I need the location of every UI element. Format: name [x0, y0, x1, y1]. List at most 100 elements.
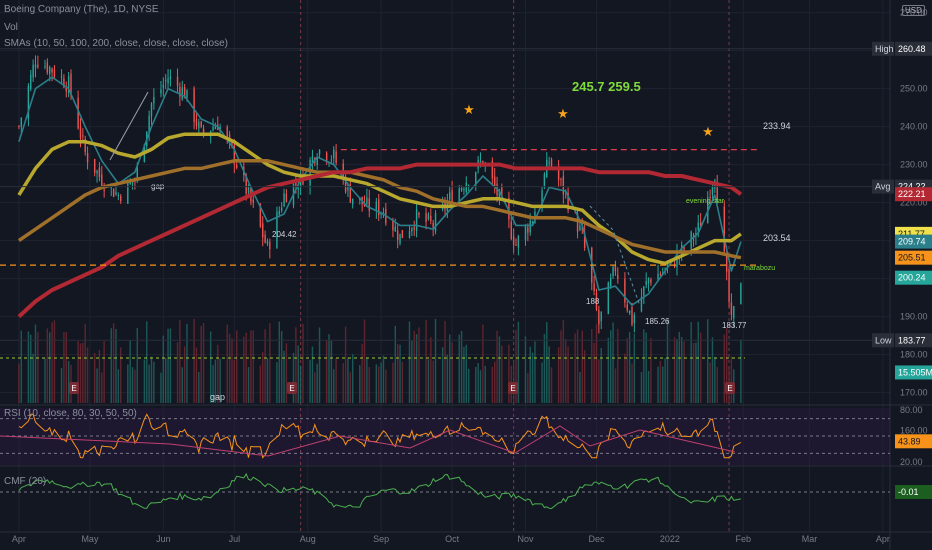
- volume-bar: [93, 352, 96, 403]
- volume-bar: [233, 359, 236, 403]
- volume-bar: [612, 322, 614, 403]
- volume-bar: [716, 366, 718, 403]
- candle-body: [198, 121, 200, 129]
- volume-bar: [662, 366, 664, 403]
- sma-legend[interactable]: SMAs (10, 50, 100, 200, close, close, cl…: [4, 38, 228, 49]
- candle-body: [259, 203, 262, 227]
- candle-body: [598, 310, 600, 325]
- candle-body: [562, 176, 565, 195]
- volume-bar: [565, 339, 567, 403]
- price-tag-label-bg: [872, 179, 894, 194]
- volume-bar: [212, 365, 214, 403]
- rsi-tag-bg: [895, 434, 932, 449]
- candle-body: [697, 222, 699, 230]
- candle-body: [427, 214, 430, 220]
- volume-bar: [160, 372, 162, 403]
- volume-legend[interactable]: Vol: [4, 22, 18, 33]
- price-tag-bg: [895, 365, 932, 380]
- volume-bar: [231, 338, 233, 403]
- volume-bar: [245, 332, 247, 403]
- volume-bar: [328, 334, 330, 403]
- currency-badge[interactable]: USD: [902, 5, 925, 16]
- candle-body: [285, 193, 288, 203]
- volume-bar: [169, 328, 172, 403]
- volume-bar: [167, 328, 169, 403]
- candle-body: [233, 144, 236, 164]
- candle-body: [295, 182, 297, 186]
- candle-body: [181, 87, 183, 100]
- volume-bar: [643, 329, 645, 403]
- volume-bar: [63, 332, 65, 403]
- cmf-legend[interactable]: CMF (20): [4, 476, 47, 487]
- volume-bar: [399, 344, 401, 403]
- volume-bar: [214, 359, 217, 403]
- volume-bar: [527, 372, 529, 403]
- time-axis-label: Apr: [876, 534, 890, 544]
- candle-body: [366, 197, 368, 204]
- price-tag-bg: [895, 333, 932, 348]
- volume-bar: [330, 340, 333, 403]
- volume-bar: [368, 367, 370, 403]
- candle-body: [612, 266, 614, 276]
- volume-bar: [195, 347, 198, 403]
- volume-bar: [508, 344, 510, 403]
- volume-bar: [347, 357, 349, 403]
- candle-body: [432, 222, 434, 228]
- volume-bar: [53, 320, 56, 403]
- star-icon: ★: [557, 106, 569, 121]
- volume-bar: [392, 362, 394, 403]
- volume-bar: [299, 365, 302, 403]
- volume-bar: [217, 344, 219, 403]
- candle-body: [79, 126, 82, 139]
- volume-bar: [311, 346, 314, 403]
- volume-bar: [200, 325, 202, 403]
- candle-body: [508, 197, 510, 220]
- volume-bar: [385, 369, 387, 403]
- candle-body: [645, 281, 647, 285]
- candle-body: [333, 149, 335, 159]
- candle-body: [101, 174, 103, 187]
- candle-body: [98, 167, 101, 177]
- earnings-marker: [508, 382, 518, 394]
- candle-body: [527, 227, 529, 233]
- candle-body: [517, 236, 520, 248]
- volume-bar: [60, 367, 63, 403]
- candle-body: [425, 213, 427, 223]
- candle-body: [493, 176, 496, 187]
- candle-body: [560, 178, 562, 180]
- volume-bar: [129, 340, 131, 403]
- volume-bar: [714, 358, 716, 403]
- candle-body: [202, 128, 205, 133]
- volume-bar: [378, 366, 380, 403]
- candle-body: [176, 76, 179, 86]
- rsi-legend[interactable]: RSI (10, close, 80, 30, 50, 50): [4, 408, 137, 419]
- candle-body: [183, 86, 186, 99]
- candle-body: [725, 252, 728, 272]
- volume-bar: [645, 332, 647, 403]
- candle-body: [44, 66, 46, 68]
- symbol-legend[interactable]: Boeing Company (The), 1D, NYSE: [4, 4, 159, 15]
- candle-body: [127, 180, 129, 204]
- volume-bar: [342, 363, 344, 403]
- volume-bar: [382, 355, 385, 403]
- volume-bar: [349, 371, 352, 403]
- volume-bar: [515, 329, 517, 403]
- candle-body: [411, 227, 413, 232]
- volume-bar: [131, 367, 134, 403]
- volume-bar: [631, 363, 633, 403]
- volume-bar: [633, 333, 636, 403]
- trend-sketch-line: [109, 91, 149, 161]
- volume-bar: [252, 330, 254, 403]
- volume-bar: [86, 347, 89, 403]
- volume-bar: [699, 332, 702, 403]
- marabozu-label: marabozu: [744, 265, 775, 272]
- volume-bar: [394, 325, 397, 403]
- volume-bar: [463, 346, 465, 403]
- volume-bar: [465, 344, 468, 403]
- volume-bar: [477, 362, 479, 403]
- price-tag-value: 209.74: [898, 237, 926, 247]
- volume-bar: [259, 365, 262, 403]
- candle-body: [297, 188, 299, 190]
- volume-bar: [295, 327, 297, 403]
